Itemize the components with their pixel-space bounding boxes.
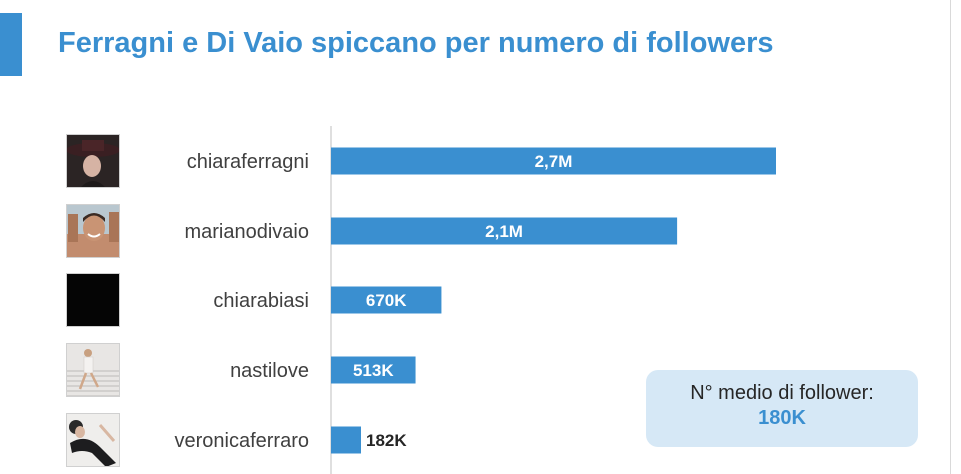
avatar-woman-lying-icon: [66, 413, 120, 467]
category-label: veronicaferraro: [174, 430, 309, 452]
bar-chiarabiasi: [331, 286, 442, 314]
title-accent-bar: [0, 13, 22, 76]
page-title: Ferragni e Di Vaio spiccano per numero d…: [58, 27, 774, 59]
avatar-hat-woman-icon: [66, 134, 120, 188]
bar-nastilove: [331, 356, 416, 384]
category-label: marianodivaio: [184, 221, 309, 243]
data-label: 182K: [366, 431, 407, 450]
category-label: nastilove: [230, 360, 309, 382]
avatar-black-icon: [66, 273, 120, 327]
bar-marianodivaio: [331, 217, 678, 245]
data-label: 2,1M: [485, 222, 523, 241]
data-label: 2,7M: [535, 152, 573, 171]
average-followers-value: 180K: [758, 407, 806, 429]
data-label: 670K: [366, 291, 407, 310]
average-followers-label: N° medio di follower:: [690, 382, 874, 404]
category-label: chiaraferragni: [187, 151, 309, 173]
avatar-smiling-man-icon: [66, 204, 120, 258]
bar-chiaraferragni: [331, 147, 776, 175]
average-followers-box: N° medio di follower: 180K: [646, 370, 918, 447]
category-label: chiarabiasi: [213, 290, 309, 312]
bar-veronicaferraro: [331, 426, 361, 454]
avatar-woman-stairs-icon: [66, 343, 120, 397]
data-label: 513K: [353, 361, 394, 380]
